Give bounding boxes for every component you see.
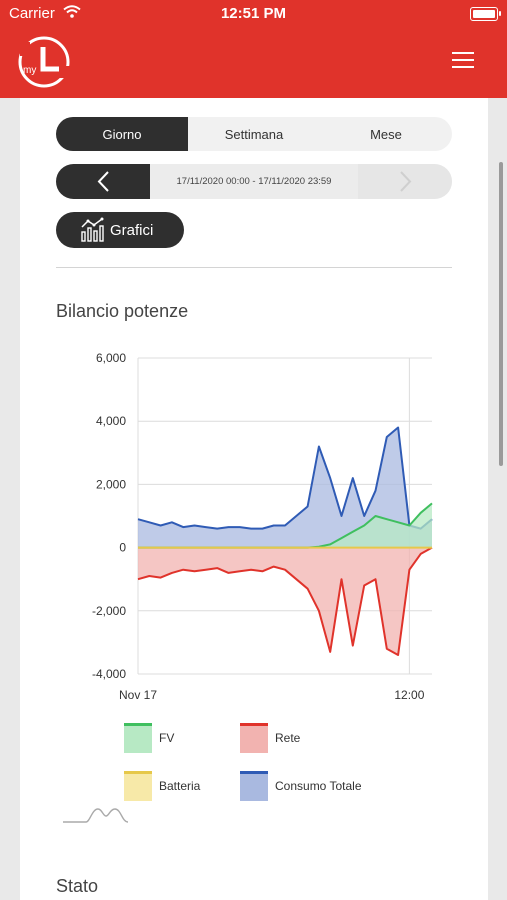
scrollbar[interactable]: [499, 162, 503, 466]
next-day-button[interactable]: [358, 164, 452, 199]
chevron-left-icon: [97, 171, 109, 192]
legend-consumo-totale-swatch: [240, 771, 268, 801]
bar-chart-icon: [81, 217, 104, 242]
wifi-icon: [63, 5, 81, 23]
period-tabs: Giorno Settimana Mese: [56, 117, 452, 151]
legend-batteria-label: Batteria: [159, 779, 201, 793]
y-tick-label: -4,000: [92, 667, 126, 681]
series-line-consumo-totale: [137, 426, 433, 530]
tab-mese[interactable]: Mese: [370, 126, 402, 142]
previous-day-button[interactable]: [56, 164, 150, 199]
logo-text: my: [23, 65, 36, 76]
divider: [56, 267, 452, 268]
y-tick-label: 6,000: [96, 351, 126, 365]
charts-button[interactable]: Grafici: [56, 212, 184, 248]
app-header: Carrier 12:51 PM my: [0, 0, 507, 98]
status-title: Stato: [56, 876, 99, 896]
legend-batteria[interactable]: Batteria: [124, 770, 200, 802]
legend-consumo-totale-label: Consumo Totale: [275, 779, 362, 793]
chart-mode-wave-icon[interactable]: [62, 804, 130, 831]
legend-fv-label: FV: [159, 731, 175, 745]
x-tick-label: Nov 17: [119, 688, 157, 702]
status-bar: Carrier 12:51 PM: [0, 0, 507, 28]
legend-rete-label: Rete: [275, 731, 301, 745]
carrier-label: Carrier: [9, 5, 55, 22]
legend-fv-swatch: [124, 723, 152, 753]
series-area-fv: [138, 503, 432, 548]
status-time: 12:51 PM: [220, 5, 287, 22]
y-tick-label: 0: [119, 541, 126, 555]
legend-rete-swatch: [240, 723, 268, 753]
legend-rete[interactable]: Rete: [240, 722, 300, 754]
x-tick-label: 12:00: [394, 688, 424, 702]
charts-button-label: Grafici: [110, 221, 154, 239]
legend-batteria-swatch: [124, 771, 152, 801]
tab-giorno[interactable]: Giorno: [56, 117, 188, 151]
tab-settimana[interactable]: Settimana: [224, 126, 284, 142]
date-navigator: 17/11/2020 00:00 - 17/11/2020 23:59: [56, 164, 452, 199]
legend-consumo-totale[interactable]: Consumo Totale: [240, 770, 362, 802]
power-balance-chart: 6,000 4,000 2,000 0 -2,000 -4,000 Nov 17 12:00: [92, 351, 433, 702]
series-area-consumo-totale: [138, 427, 432, 548]
legend-fv[interactable]: FV: [124, 722, 174, 754]
date-range-label: 17/11/2020 00:00 - 17/11/2020 23:59: [150, 164, 358, 199]
series-area-rete: [138, 547, 432, 655]
y-tick-label: -2,000: [92, 604, 126, 618]
battery-icon: [470, 7, 501, 21]
y-tick-label: 4,000: [96, 414, 126, 428]
chevron-right-icon: [400, 171, 412, 192]
myl-logo: my: [16, 36, 72, 88]
y-tick-label: 2,000: [96, 477, 126, 491]
hamburger-menu-icon[interactable]: [448, 46, 478, 74]
series-line-rete: [137, 546, 433, 656]
power-balance-title: Bilancio potenze: [56, 301, 189, 321]
